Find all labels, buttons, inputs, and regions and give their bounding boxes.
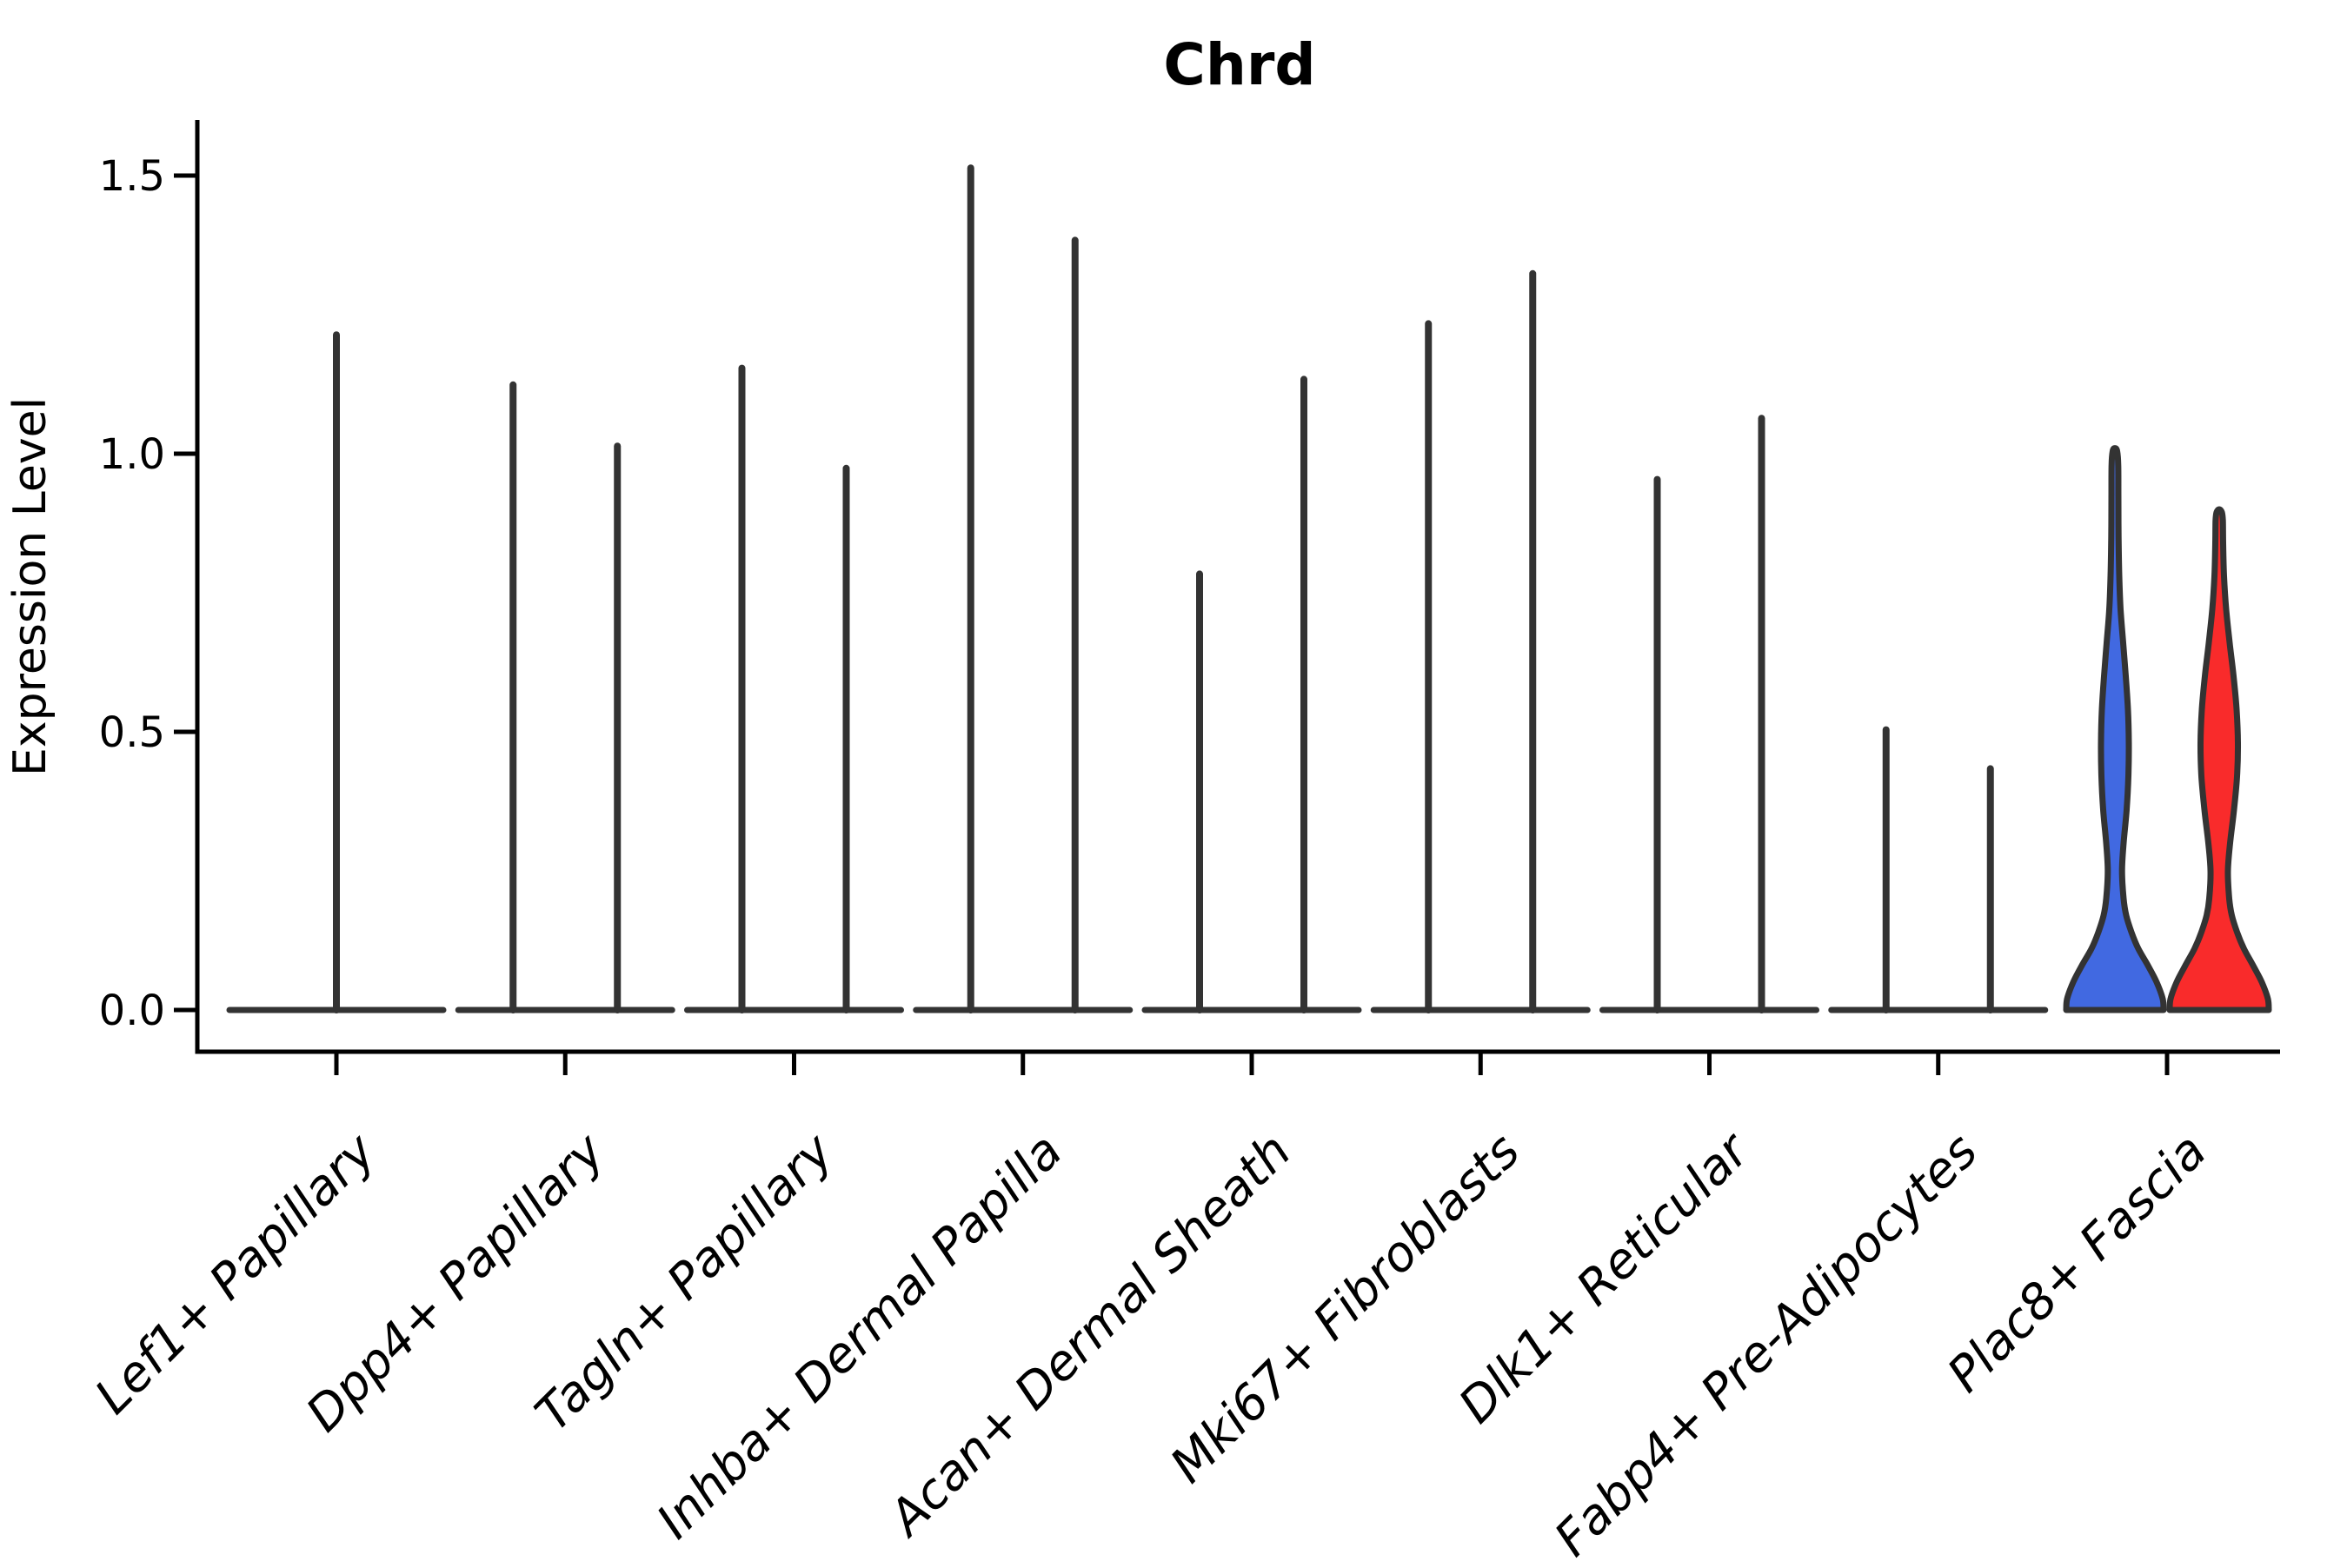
y-tick-label: 0.5 bbox=[99, 708, 165, 757]
chart-title: Chrd bbox=[1163, 31, 1315, 98]
violin-category bbox=[1828, 726, 2049, 1013]
violin-category bbox=[226, 331, 447, 1013]
violin-category bbox=[684, 364, 904, 1013]
violins bbox=[226, 164, 2272, 1013]
x-tick-label: Inhba+ Dermal Papilla bbox=[647, 1123, 1074, 1550]
y-tick-label: 0.0 bbox=[99, 987, 165, 1035]
violin-category bbox=[913, 164, 1134, 1013]
violin-body bbox=[2063, 445, 2167, 1013]
violin-category bbox=[1141, 375, 1362, 1013]
axes: 0.0 0.5 1.0 1.5 bbox=[99, 120, 2280, 1075]
x-tick-label: Fabp4+ Pre-Adipocytes bbox=[1544, 1123, 1988, 1565]
x-tick-label: Acan+ Dermal Sheath bbox=[877, 1123, 1302, 1548]
y-tick-label: 1.0 bbox=[99, 430, 165, 479]
violin-body bbox=[2166, 506, 2272, 1013]
y-axis-label: Expression Level bbox=[4, 397, 57, 776]
violin-category bbox=[1599, 415, 1819, 1013]
y-tick-label: 1.5 bbox=[99, 152, 165, 201]
violin-category bbox=[455, 381, 675, 1013]
violin-category bbox=[1370, 269, 1591, 1013]
violin-category bbox=[2063, 445, 2272, 1013]
